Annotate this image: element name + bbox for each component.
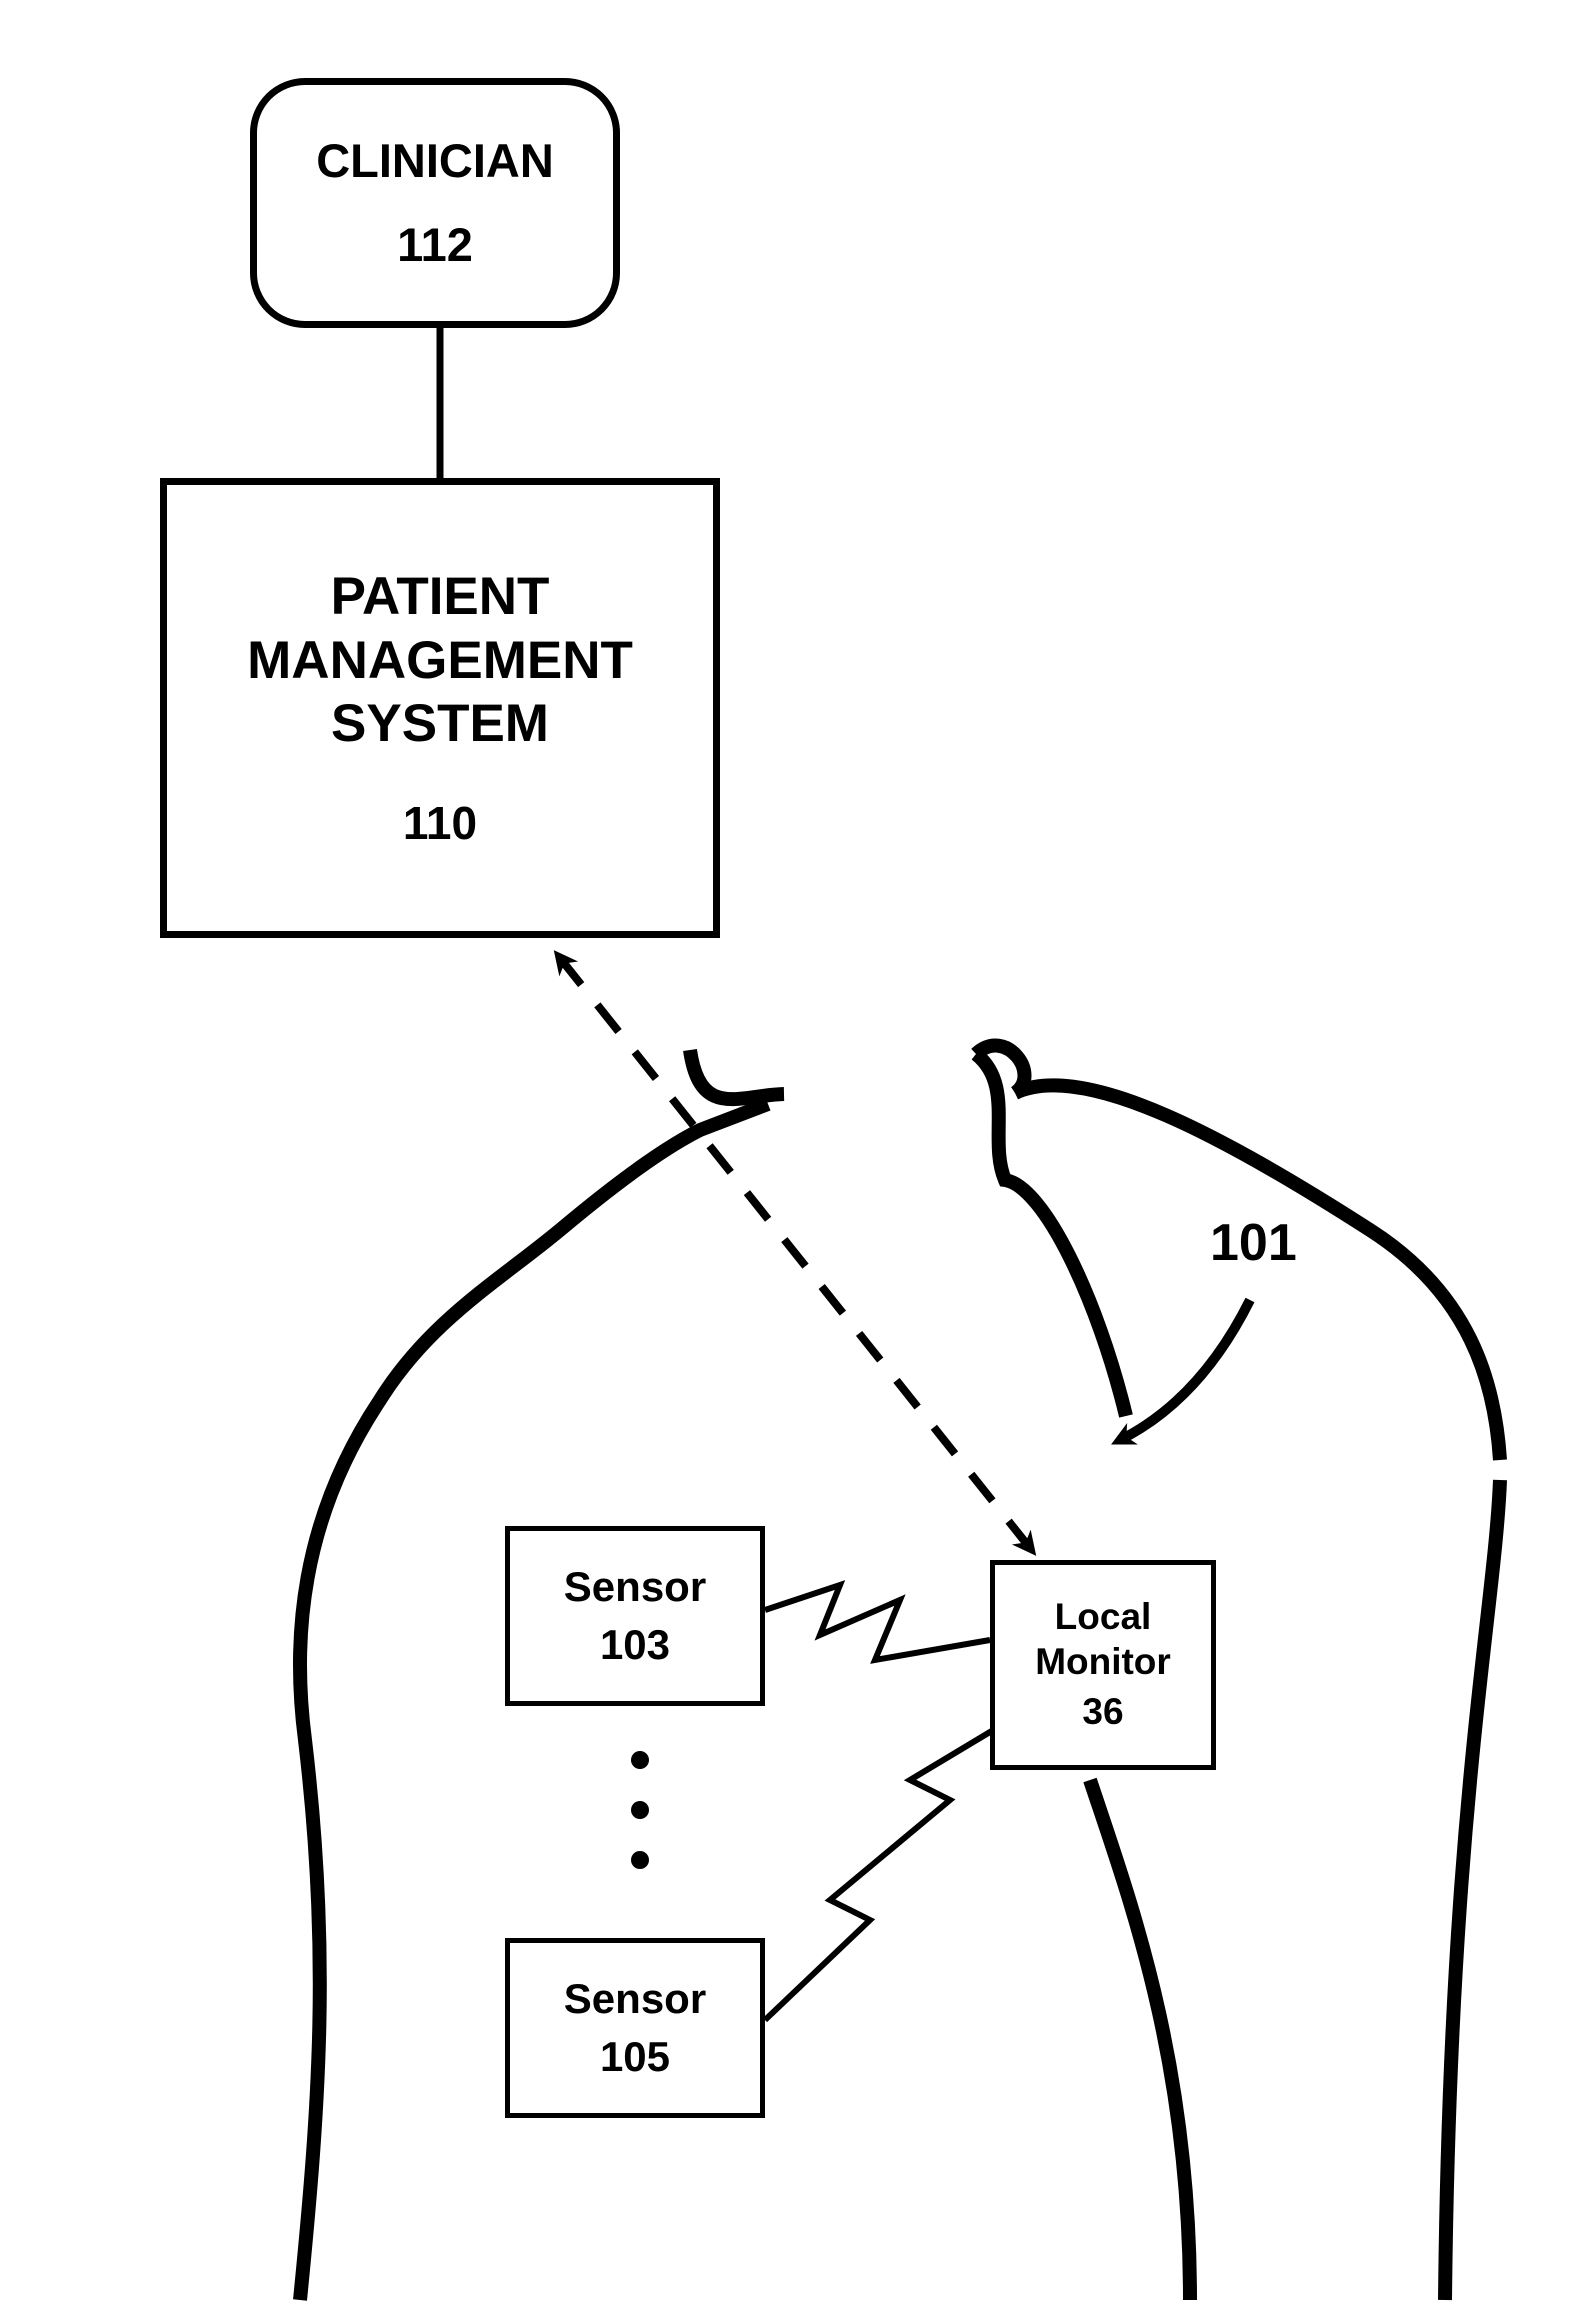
node-sensor-105: Sensor 105	[505, 1938, 765, 2118]
node-pms: PATIENT MANAGEMENT SYSTEM 110	[160, 478, 720, 938]
callout-101-label: 101	[1210, 1214, 1297, 1272]
ellipsis-dot-3	[631, 1851, 649, 1869]
svg-layer: 101	[0, 0, 1584, 2314]
node-local-monitor-number: 36	[1082, 1690, 1123, 1734]
node-clinician-label: CLINICIAN	[316, 133, 554, 189]
node-local-monitor-label-1: Local	[1055, 1595, 1152, 1639]
node-pms-label-3: SYSTEM	[331, 692, 549, 756]
edge-sensor1-monitor	[765, 1585, 990, 1660]
node-pms-label-2: MANAGEMENT	[247, 629, 633, 693]
node-pms-number: 110	[403, 796, 477, 851]
body-right-arm-inner	[1090, 1780, 1190, 2300]
body-right-shoulder	[1015, 1085, 1500, 1460]
edge-sensor2-monitor	[765, 1720, 1010, 2020]
node-sensor-105-label: Sensor	[564, 1974, 706, 2024]
edge-pms-monitor	[560, 958, 1030, 1548]
node-local-monitor: Local Monitor 36	[990, 1560, 1216, 1770]
node-sensor-103-number: 103	[600, 1620, 670, 1670]
ellipsis-dot-2	[631, 1801, 649, 1819]
callout-101-arrow	[1120, 1300, 1250, 1440]
node-clinician: CLINICIAN 112	[250, 78, 620, 328]
ellipsis-dot-1	[631, 1751, 649, 1769]
body-outline	[300, 1046, 1500, 2300]
diagram-canvas: 101 CLINICIAN 112 PATIENT MANAGEMENT SYS…	[0, 0, 1584, 2314]
node-pms-label-1: PATIENT	[331, 565, 550, 629]
node-local-monitor-label-2: Monitor	[1035, 1640, 1171, 1684]
node-sensor-105-number: 105	[600, 2032, 670, 2082]
body-right-neck	[976, 1054, 1126, 1416]
body-right-arm-outer	[1445, 1480, 1500, 2300]
node-sensor-103-label: Sensor	[564, 1562, 706, 1612]
body-left-neck	[690, 1050, 784, 1099]
node-clinician-number: 112	[397, 217, 473, 273]
node-sensor-103: Sensor 103	[505, 1526, 765, 1706]
ellipsis-dots	[631, 1751, 649, 1869]
